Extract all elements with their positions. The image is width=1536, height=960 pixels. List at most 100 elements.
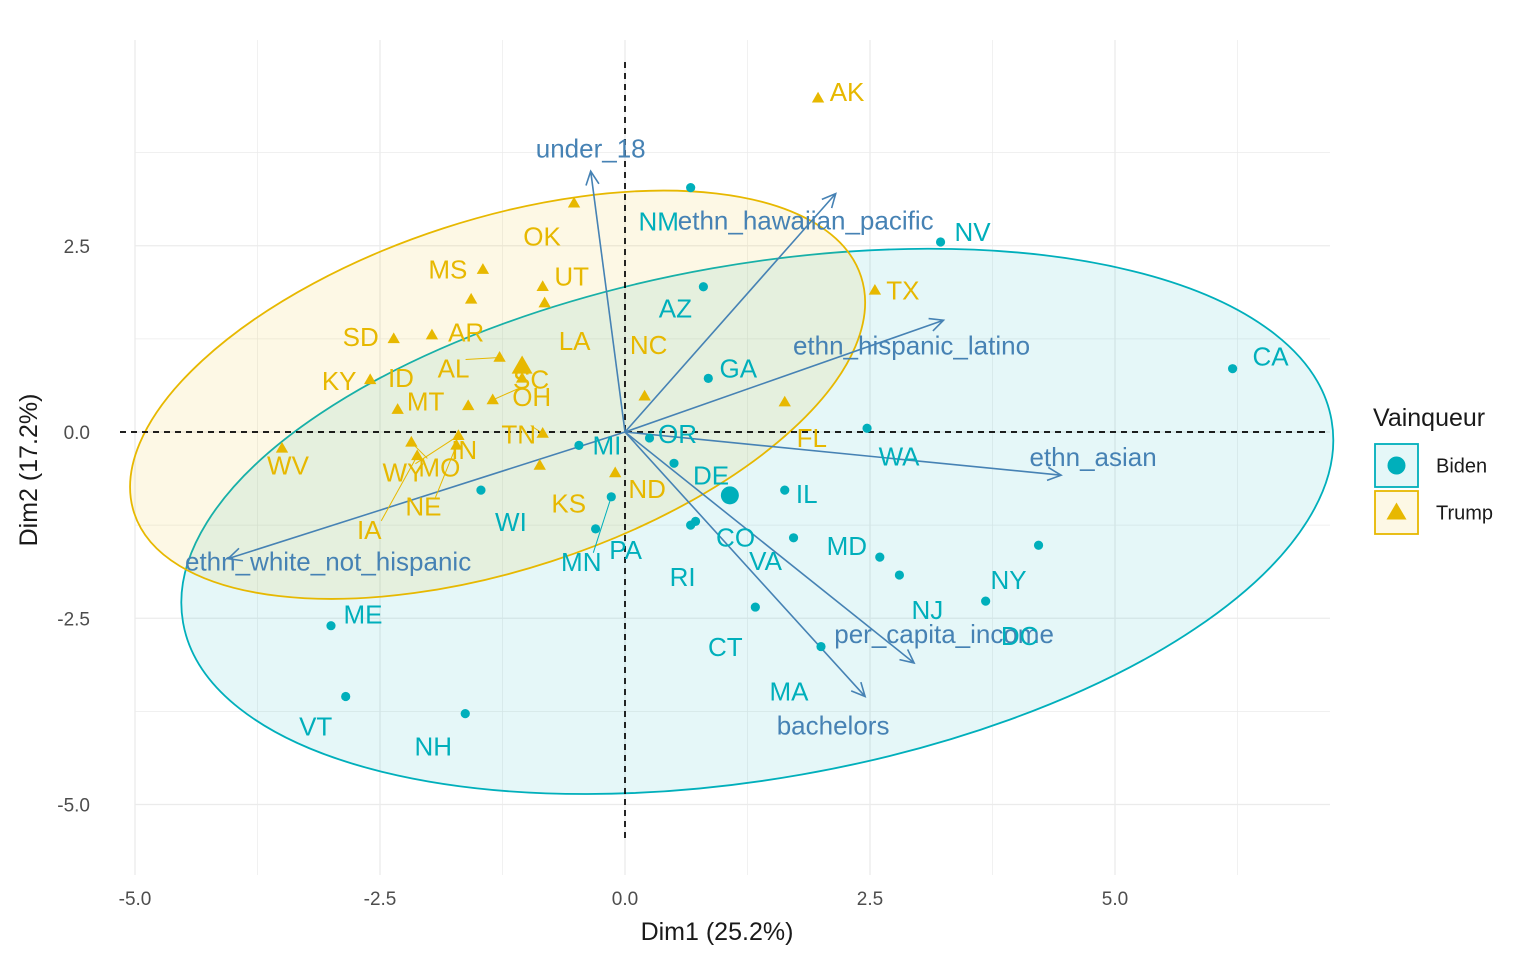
circle-marker (341, 691, 351, 702)
point-label: GA (720, 353, 758, 383)
point-DC: DC (981, 596, 1038, 651)
point-OR: OR (644, 419, 697, 449)
point-NE: NE (405, 438, 463, 521)
arrow-head (850, 681, 867, 698)
point-NY: NY (990, 540, 1044, 595)
arrow-head (928, 317, 946, 332)
triangle-marker (486, 393, 499, 405)
point-ME: ME (326, 600, 383, 631)
y-tick-label: -5.0 (57, 796, 90, 817)
label-leader-line (530, 425, 543, 434)
point-label: NJ (912, 595, 944, 625)
triangle-marker (536, 280, 549, 291)
triangle-marker (778, 395, 791, 407)
circle-marker (875, 552, 885, 562)
variable-arrow-ethn_white_not_hispanic (226, 431, 626, 562)
circle-marker (788, 533, 799, 543)
point-GA: GA (703, 353, 758, 383)
triangle-marker (538, 296, 551, 308)
x-tick-label: -2.5 (364, 889, 397, 910)
point-IA: IA (357, 449, 424, 545)
circle-marker (1228, 364, 1238, 374)
point-AZ: AZ (659, 282, 709, 324)
variable-arrows: under_18 ethn_hawaiian_pacific ethn_hispan… (185, 133, 1157, 740)
point-NM: NM (638, 183, 696, 237)
point-label: KY (322, 366, 357, 396)
variable-label: ethn_hispanic_latino (793, 330, 1030, 360)
point-NJ: NJ (894, 570, 944, 625)
variable-label: ethn_white_not_hispanic (185, 547, 471, 577)
point-label: OH (512, 382, 551, 412)
variable-arrow-per_capita_income (624, 431, 916, 665)
point-label: MI (592, 430, 621, 460)
arrow-shaft (624, 431, 1062, 477)
point-label: MT (407, 387, 445, 417)
point-label: TN (501, 419, 536, 449)
point-label: CO (716, 522, 755, 552)
point-label: MA (770, 677, 810, 707)
point-KS: KS (533, 459, 586, 519)
point-label: MS (428, 255, 467, 285)
point-label: ND (628, 474, 666, 504)
legend-entry-biden: Biden (1374, 443, 1487, 488)
circle-marker (703, 373, 713, 383)
point-label: NE (405, 491, 441, 521)
point-label: UT (554, 262, 589, 292)
point-label: LA (559, 326, 591, 356)
arrow-shaft (624, 193, 837, 433)
point-PA: PA (591, 524, 643, 565)
arrow-head (899, 649, 916, 665)
point-label: NH (414, 732, 452, 762)
point-WV: WV (267, 441, 310, 480)
point-CA: CA (1228, 342, 1289, 374)
arrow-shaft (624, 431, 915, 664)
label-leader-line (592, 496, 612, 553)
point-label: ME (344, 600, 383, 630)
legend-entry-trump: Trump (1374, 490, 1493, 535)
triangle-marker (533, 459, 546, 470)
point-label: MN (561, 547, 601, 577)
variable-label: under_18 (536, 133, 646, 163)
circle-marker (476, 485, 486, 495)
point-label: VT (299, 711, 332, 741)
confidence-ellipse-trump (129, 189, 866, 600)
point-IL: IL (780, 479, 818, 509)
point-label: OK (523, 221, 561, 251)
point-label: CA (1253, 342, 1290, 372)
triangle-marker (462, 399, 475, 411)
triangle-marker (609, 466, 622, 478)
variable-arrow-ethn_hispanic_latino (624, 317, 946, 433)
circle-marker (591, 524, 601, 534)
point-WY: WY (382, 429, 465, 488)
point-AK: AK (811, 77, 865, 107)
point-MT: MT (391, 387, 445, 417)
legend: Vainqueur Biden Trump (1373, 404, 1493, 535)
point-label: KS (551, 489, 586, 519)
point-WA: WA (862, 423, 920, 471)
point-MS: MS (428, 255, 490, 285)
point-CT: CT (708, 602, 760, 662)
point-ND: ND (609, 466, 666, 504)
triangle-marker (493, 351, 506, 362)
confidence-ellipse-biden (180, 247, 1335, 795)
arrow-shaft (589, 171, 626, 433)
circle-marker (698, 282, 709, 292)
centroid-trump (511, 355, 533, 374)
circle-marker (780, 485, 790, 495)
point-NV: NV (935, 217, 991, 247)
variable-label: per_capita_income (834, 619, 1054, 649)
point-label: PA (609, 535, 642, 565)
point-OK: OK (523, 196, 581, 251)
circle-marker (686, 520, 696, 530)
label-leader-line (434, 445, 457, 498)
point-label: MD (827, 531, 867, 561)
circle-marker (935, 237, 946, 247)
arrow-head (1046, 466, 1063, 482)
point-label: NV (954, 217, 991, 247)
legend-label: Biden (1436, 456, 1487, 478)
x-tick-label: 5.0 (1102, 889, 1128, 910)
arrow-shaft (624, 431, 866, 698)
individual-points: CA NV NM AZ GA WA OR MI DE IL CO RI WI MN PA VA MD NJ NY DC… (267, 77, 1289, 761)
label-leader-line (492, 387, 520, 401)
x-axis-title: Dim1 (25.2%) (641, 918, 794, 946)
